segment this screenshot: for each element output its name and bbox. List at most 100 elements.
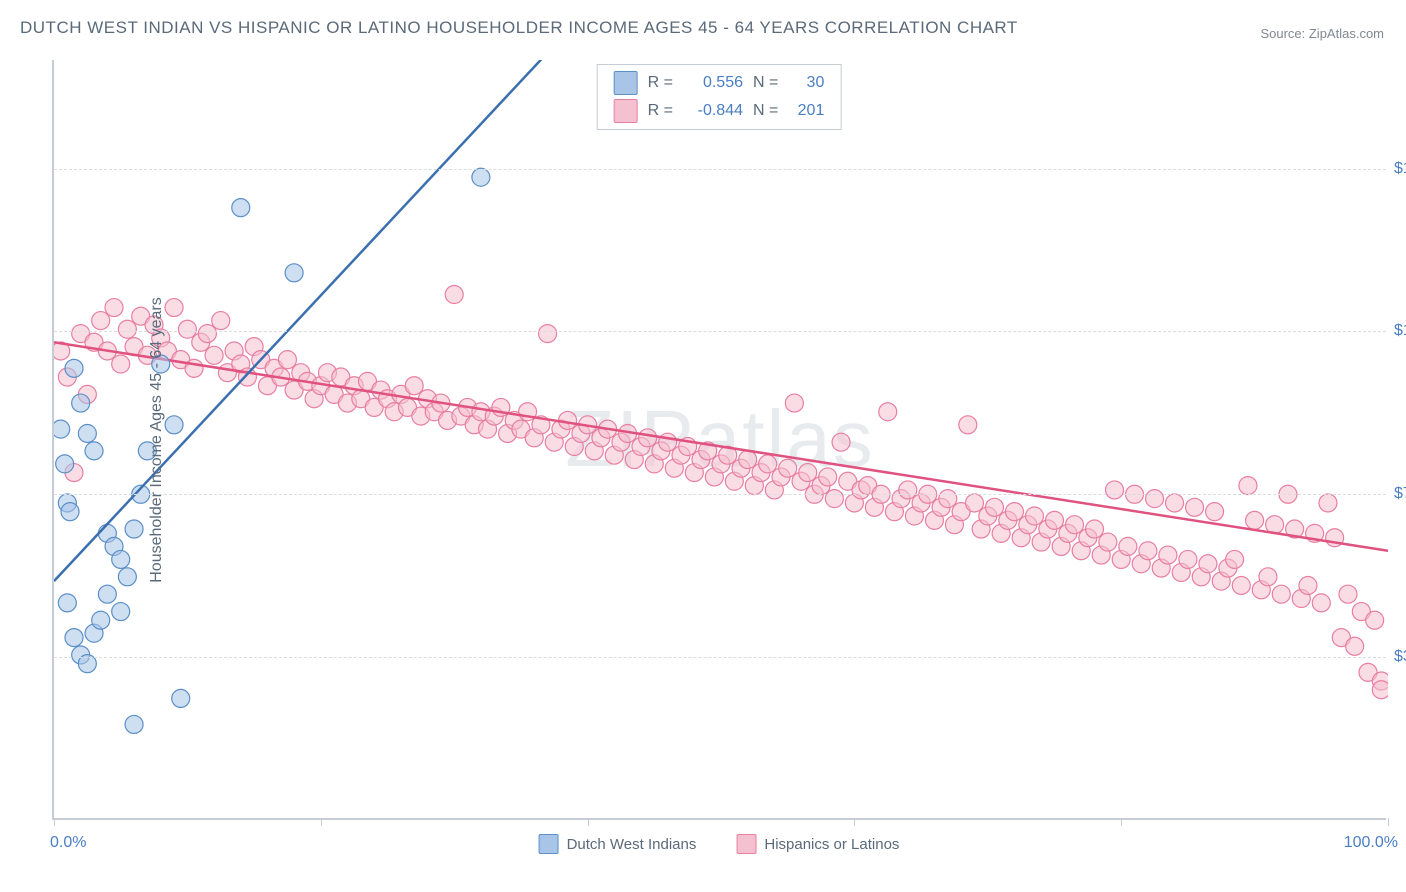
scatter-point (1199, 555, 1217, 573)
scatter-point (92, 312, 110, 330)
trend-line (54, 38, 561, 581)
scatter-point (1099, 533, 1117, 551)
legend-item-blue: Dutch West Indians (539, 834, 697, 854)
scatter-point (1246, 511, 1264, 529)
legend-label-pink: Hispanics or Latinos (764, 836, 899, 853)
stats-row-pink: R = -0.844 N = 201 (614, 97, 825, 125)
scatter-point (1139, 542, 1157, 560)
r-label: R = (648, 74, 673, 92)
scatter-point (1159, 546, 1177, 564)
scatter-point (1206, 503, 1224, 521)
scatter-point (1232, 576, 1250, 594)
scatter-point (539, 325, 557, 343)
n-label: N = (753, 102, 778, 120)
scatter-point (165, 299, 183, 317)
scatter-point (1272, 585, 1290, 603)
x-tick (1121, 818, 1122, 826)
legend-swatch-blue (539, 834, 559, 854)
grid-line-h (54, 331, 1386, 332)
legend-item-pink: Hispanics or Latinos (736, 834, 899, 854)
chart-area: ZIPatlas $37,500$75,000$112,500$150,000 … (52, 60, 1386, 820)
scatter-point (899, 481, 917, 499)
x-tick (54, 818, 55, 826)
stats-swatch-pink (614, 99, 638, 123)
scatter-point (65, 629, 83, 647)
scatter-point (232, 199, 250, 217)
scatter-point (1166, 494, 1184, 512)
scatter-point (1005, 503, 1023, 521)
scatter-point (1119, 537, 1137, 555)
r-label: R = (648, 102, 673, 120)
x-tick (1388, 818, 1389, 826)
scatter-point (172, 689, 190, 707)
scatter-point (112, 355, 130, 373)
stats-row-blue: R = 0.556 N = 30 (614, 69, 825, 97)
scatter-point (1106, 481, 1124, 499)
scatter-point (1046, 511, 1064, 529)
scatter-point (112, 603, 130, 621)
x-tick (588, 818, 589, 826)
scatter-point (1366, 611, 1384, 629)
scatter-point (785, 394, 803, 412)
scatter-point (56, 455, 74, 473)
scatter-point (205, 346, 223, 364)
scatter-point (819, 468, 837, 486)
scatter-point (1186, 498, 1204, 516)
scatter-point (1066, 516, 1084, 534)
scatter-point (198, 325, 216, 343)
scatter-point (105, 299, 123, 317)
scatter-point (472, 168, 490, 186)
grid-line-h (54, 657, 1386, 658)
y-axis-title: Householder Income Ages 45 - 64 years (148, 297, 166, 583)
trend-line (54, 342, 1388, 550)
n-value-pink: 201 (788, 102, 824, 120)
grid-line-h (54, 494, 1386, 495)
scatter-point (165, 416, 183, 434)
scatter-point (125, 520, 143, 538)
y-tick-label: $150,000 (1394, 160, 1406, 178)
scatter-point (1259, 568, 1277, 586)
scatter-point (1226, 550, 1244, 568)
scatter-point (779, 459, 797, 477)
n-value-blue: 30 (788, 74, 824, 92)
scatter-point (799, 464, 817, 482)
scatter-point (1086, 520, 1104, 538)
stats-swatch-blue (614, 71, 638, 95)
scatter-point (1146, 490, 1164, 508)
scatter-point (405, 377, 423, 395)
scatter-point (112, 550, 130, 568)
legend-label-blue: Dutch West Indians (567, 836, 697, 853)
scatter-point (739, 451, 757, 469)
scatter-point (52, 420, 70, 438)
scatter-point (879, 403, 897, 421)
r-value-pink: -0.844 (683, 102, 743, 120)
n-label: N = (753, 74, 778, 92)
y-tick-label: $112,500 (1394, 322, 1406, 340)
scatter-point (212, 312, 230, 330)
r-value-blue: 0.556 (683, 74, 743, 92)
source-label: Source: ZipAtlas.com (1260, 26, 1384, 41)
scatter-point (98, 585, 116, 603)
scatter-point (985, 498, 1003, 516)
scatter-point (1372, 681, 1390, 699)
x-label-min: 0.0% (50, 834, 86, 852)
scatter-point (959, 416, 977, 434)
scatter-point (72, 394, 90, 412)
plot-region: ZIPatlas $37,500$75,000$112,500$150,000 (52, 60, 1386, 820)
scatter-point (178, 320, 196, 338)
stats-legend: R = 0.556 N = 30 R = -0.844 N = 201 (597, 64, 842, 130)
x-tick (854, 818, 855, 826)
scatter-point (832, 433, 850, 451)
scatter-point (445, 286, 463, 304)
scatter-point (118, 320, 136, 338)
legend-swatch-pink (736, 834, 756, 854)
scatter-point (92, 611, 110, 629)
scatter-point (1312, 594, 1330, 612)
scatter-point (659, 433, 677, 451)
scatter-point (1179, 550, 1197, 568)
scatter-point (965, 494, 983, 512)
scatter-point (61, 503, 79, 521)
scatter-point (1346, 637, 1364, 655)
scatter-point (1339, 585, 1357, 603)
scatter-point (1319, 494, 1337, 512)
